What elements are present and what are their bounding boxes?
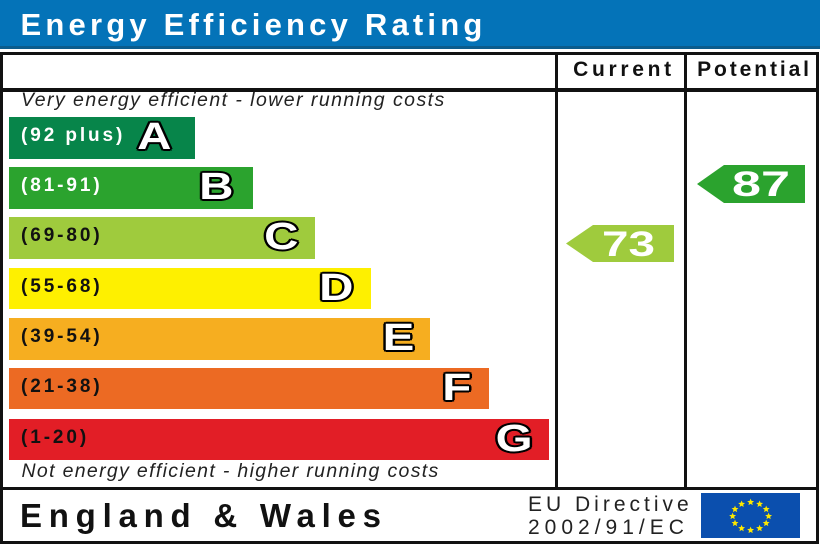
svg-text:87: 87	[732, 165, 790, 203]
svg-text:73: 73	[602, 225, 655, 262]
